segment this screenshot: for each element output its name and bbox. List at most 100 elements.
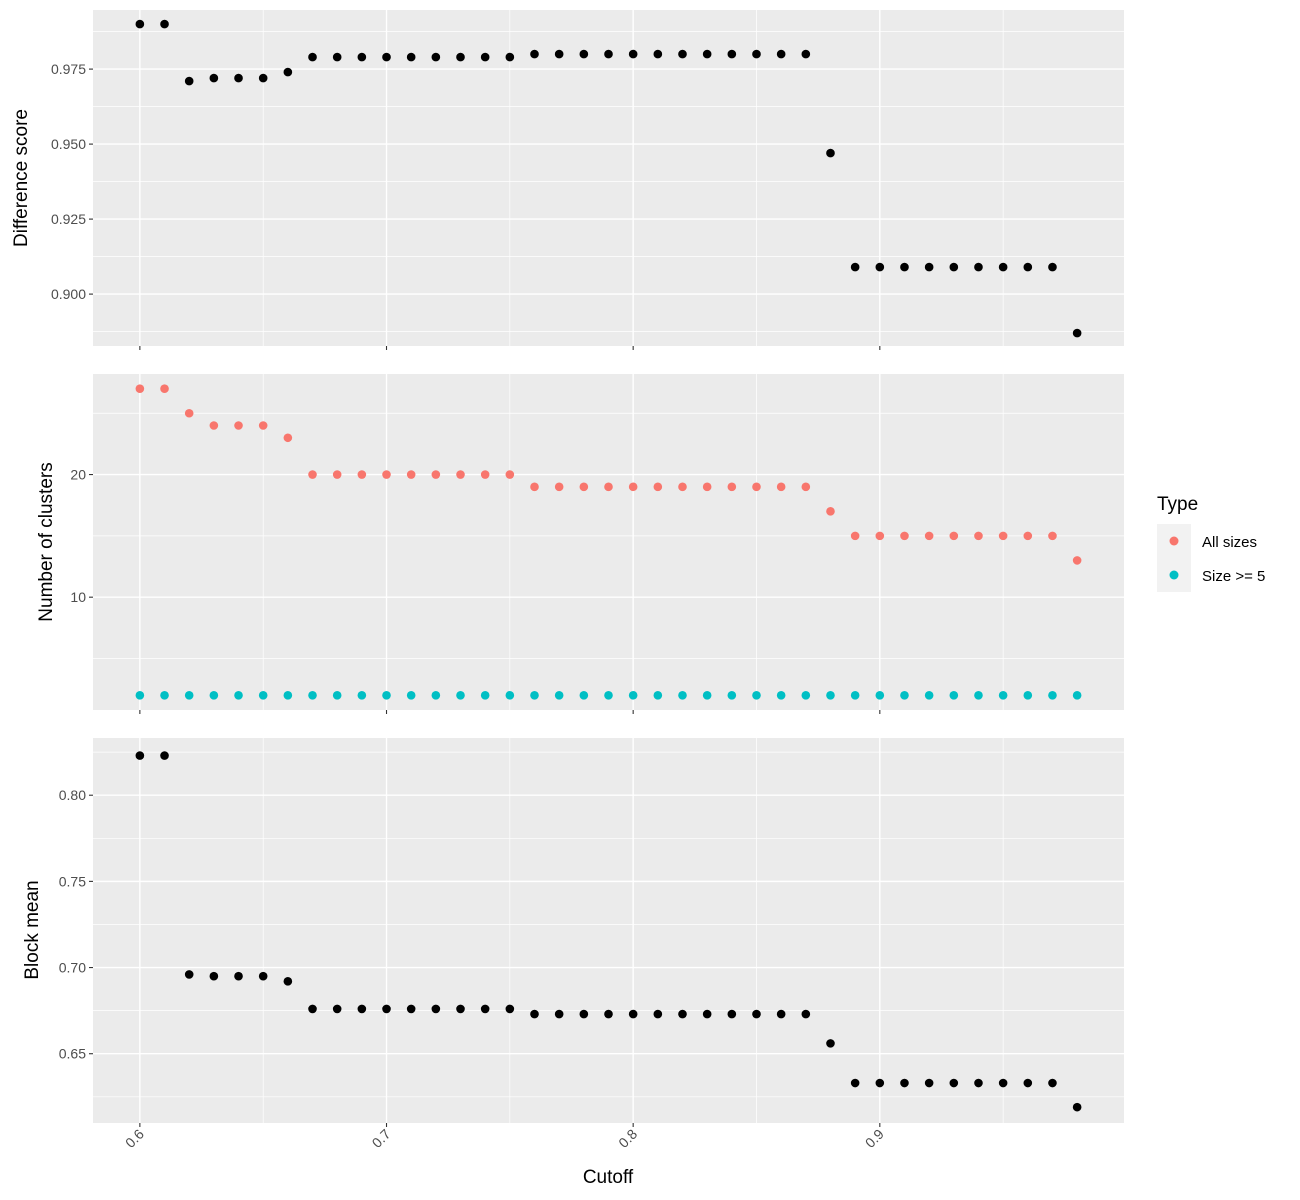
data-point <box>160 690 169 700</box>
data-point <box>628 49 638 59</box>
data-point <box>924 531 934 541</box>
y-tick-label: 0.900 <box>51 286 86 302</box>
x-tick-label: 0.7 <box>369 1126 394 1151</box>
data-point <box>530 1009 539 1019</box>
data-point <box>1072 690 1082 700</box>
data-point <box>456 690 465 700</box>
data-point <box>1048 262 1057 272</box>
data-point <box>357 470 367 479</box>
panel-2-background <box>93 374 1124 710</box>
data-point <box>505 1004 515 1014</box>
data-point <box>752 482 761 492</box>
data-point <box>530 690 539 700</box>
data-point <box>332 470 342 479</box>
data-point <box>406 690 416 700</box>
data-point <box>702 690 712 700</box>
data-point <box>209 73 219 83</box>
data-point <box>283 433 293 443</box>
data-point <box>1072 328 1082 338</box>
data-point <box>1072 556 1082 565</box>
data-point <box>456 1004 465 1014</box>
x-tick-label: 0.6 <box>122 1126 147 1151</box>
y-tick-label: 0.65 <box>59 1046 86 1062</box>
data-point <box>308 1004 317 1014</box>
data-point <box>308 52 317 62</box>
data-point <box>974 531 983 541</box>
data-point <box>135 19 145 29</box>
data-point <box>974 262 983 272</box>
data-point <box>505 470 515 479</box>
y-tick-label: 0.950 <box>51 136 86 152</box>
data-point <box>456 470 465 479</box>
data-point <box>406 52 416 62</box>
data-point <box>456 52 465 62</box>
data-point <box>332 52 342 62</box>
data-point <box>258 421 268 430</box>
data-point <box>850 690 860 700</box>
data-point <box>431 690 441 700</box>
y-tick-label: 20 <box>70 467 86 483</box>
data-point <box>678 482 687 492</box>
y-tick-label: 0.975 <box>51 61 86 77</box>
data-point <box>628 690 638 700</box>
data-point <box>875 531 885 541</box>
data-point <box>209 971 219 981</box>
data-point <box>554 690 564 700</box>
data-point <box>727 690 737 700</box>
data-point <box>135 690 145 700</box>
grid-lines <box>93 10 1124 1123</box>
data-point <box>678 1009 687 1019</box>
data-point <box>554 49 564 59</box>
data-point <box>801 1009 811 1019</box>
data-point <box>900 690 909 700</box>
legend-title: Type <box>1157 494 1198 515</box>
y-axis-title-difference-score: Difference score <box>11 109 32 247</box>
data-point <box>678 49 687 59</box>
data-point <box>875 690 885 700</box>
data-point <box>184 690 194 700</box>
x-axis-title: Cutoff <box>583 1167 634 1188</box>
data-point <box>702 1009 712 1019</box>
data-point <box>258 971 268 981</box>
data-point <box>332 1004 342 1014</box>
data-point <box>431 1004 441 1014</box>
data-point <box>357 52 367 62</box>
data-point <box>554 1009 564 1019</box>
data-point <box>258 690 268 700</box>
data-point <box>382 690 391 700</box>
y-tick-label: 0.70 <box>59 960 86 976</box>
data-point <box>480 470 490 479</box>
data-point <box>357 1004 367 1014</box>
legend-key-all-sizes <box>1169 536 1179 546</box>
data-point <box>1023 531 1033 541</box>
data-point <box>776 1009 786 1019</box>
data-point <box>308 470 317 479</box>
data-point <box>974 1078 983 1088</box>
data-point <box>382 1004 391 1014</box>
data-point <box>234 73 243 83</box>
panel-3-background <box>93 738 1124 1123</box>
data-point <box>184 970 194 979</box>
data-point <box>406 1004 416 1014</box>
data-point <box>530 482 539 492</box>
data-point <box>530 49 539 59</box>
data-point <box>752 690 761 700</box>
data-point <box>332 690 342 700</box>
data-point <box>431 52 441 62</box>
data-point <box>702 482 712 492</box>
data-point <box>357 690 367 700</box>
data-point <box>382 470 391 479</box>
data-point <box>604 1009 613 1019</box>
data-point <box>628 482 638 492</box>
data-point <box>184 76 194 86</box>
data-point <box>924 262 934 272</box>
data-point <box>258 73 268 83</box>
data-point <box>160 751 169 760</box>
data-point <box>579 690 589 700</box>
data-point <box>382 52 391 62</box>
data-point <box>727 482 737 492</box>
legend-label-size-ge-5: Size >= 5 <box>1202 568 1265 585</box>
data-point <box>579 1009 589 1019</box>
data-point <box>480 690 490 700</box>
